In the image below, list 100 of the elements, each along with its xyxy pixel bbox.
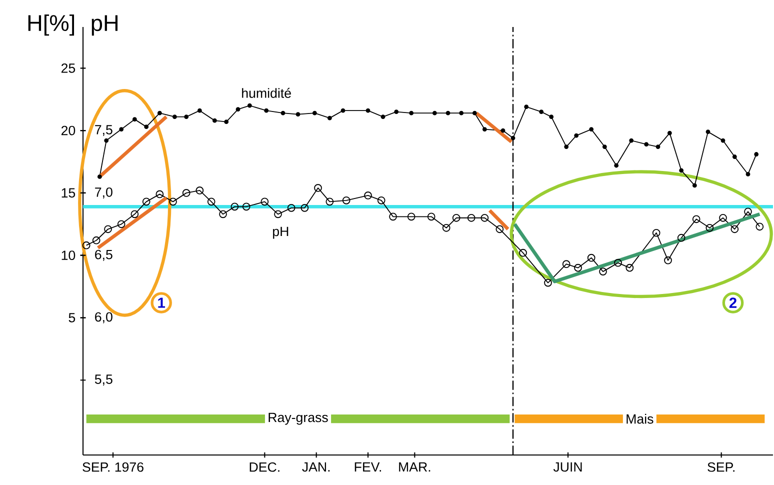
point [562,260,570,268]
point [157,110,162,116]
point [196,186,204,194]
point [614,258,622,267]
point [480,214,489,222]
point [312,110,317,116]
point [296,112,300,117]
point [644,142,649,146]
point [280,110,286,116]
x-tick-label: SEP. [708,462,734,472]
y-tick-label: 20 [61,126,76,136]
x-tick-label: JAN. [302,462,330,472]
point [184,114,189,120]
point [117,220,126,228]
point [236,107,240,112]
point [510,136,516,140]
x-tick-label: JUIN [553,462,582,472]
point [104,225,112,234]
point [614,163,619,168]
point [169,198,177,206]
y2-tick-label: 7,5 [95,125,112,136]
point [342,196,350,204]
point [219,210,227,218]
point [264,108,269,113]
point [626,264,634,272]
series-label: humidité [242,88,291,98]
point [197,108,202,113]
x-tick-label: FEV. [354,462,382,472]
point [247,103,252,108]
point [472,110,477,116]
point [692,183,697,188]
point [679,168,684,173]
point [142,198,150,206]
point [549,114,554,120]
point [172,114,177,120]
point [677,234,686,242]
point [182,189,190,197]
point [224,120,229,124]
point [667,130,672,136]
point [574,264,582,272]
point [326,198,334,206]
y-tick-label: 15 [62,188,76,198]
point [92,236,100,244]
point [482,127,487,132]
point [427,212,436,221]
series-label: pH [273,226,288,239]
point [544,278,552,287]
y2-axis-title: pH [92,15,118,36]
point [432,110,437,116]
point [564,144,569,149]
point [144,124,149,130]
point [407,212,416,221]
x-tick-label: MAR. [399,462,430,472]
point [366,108,370,113]
point [377,196,386,204]
series-label: Mais [626,414,654,424]
point [732,154,737,159]
y2-tick-label: 6,0 [95,312,112,324]
x-tick-label: DEC. [250,462,280,472]
point [574,133,579,138]
x-tick-label: SEP. 1976 [82,462,144,472]
point [327,116,332,120]
point [756,222,764,231]
point [500,128,506,133]
point [589,127,594,132]
point [242,202,250,211]
point [692,215,700,224]
point [82,241,90,250]
point [720,138,726,143]
point [656,144,660,149]
y2-tick-label: 6,5 [95,250,112,261]
point [754,152,759,156]
annotation: 2 [729,298,736,308]
point [719,214,727,222]
point [452,214,460,222]
point [459,110,464,116]
series-label: Ray-grass [268,412,328,425]
point [132,117,137,122]
point [446,110,450,116]
point [524,104,529,110]
point [380,114,386,120]
point [587,254,596,262]
point [602,144,607,149]
point [394,110,399,114]
point [287,204,296,212]
y-tick-label: 25 [61,63,76,73]
point [274,210,282,218]
y-tick-label: 5 [68,313,76,322]
point [664,256,672,264]
point [409,110,414,116]
point [496,225,504,234]
y2-tick-label: 7,0 [95,187,112,198]
point [119,127,124,132]
point [629,138,634,143]
point [130,210,139,218]
point [314,184,322,192]
point [519,248,527,257]
y-tick-label: 10 [62,250,76,260]
point [652,228,660,237]
point [706,130,710,134]
